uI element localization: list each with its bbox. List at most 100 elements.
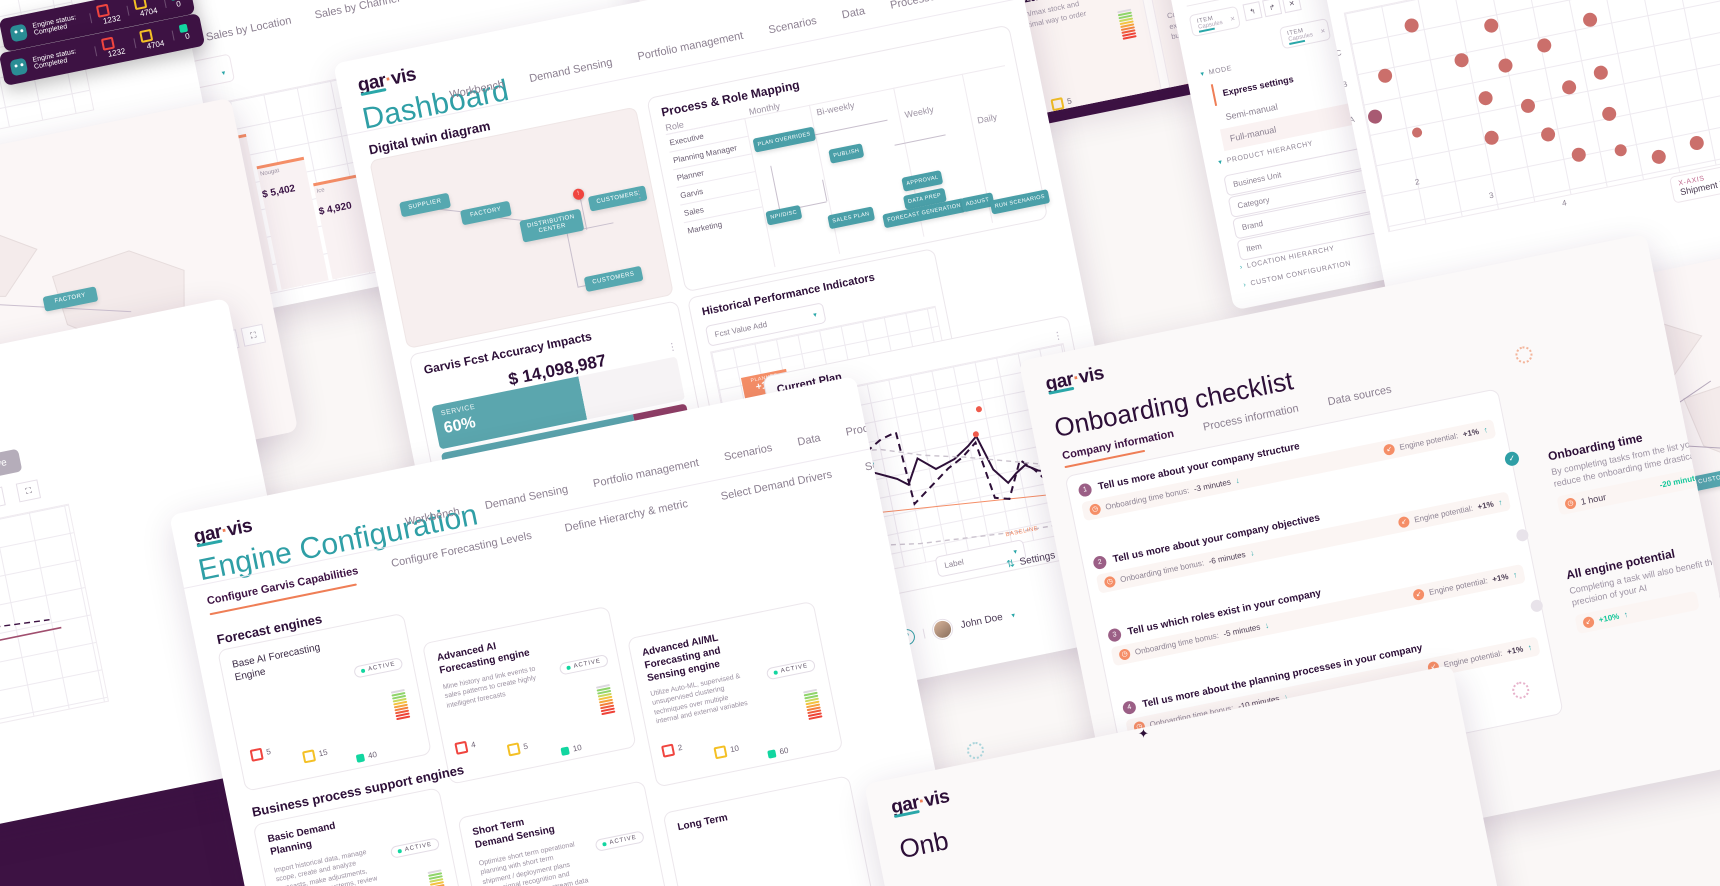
nav-processes[interactable]: Processes	[889, 0, 942, 12]
cadence-biweekly: Bi-weekly	[815, 100, 856, 118]
card-title: Long Term	[676, 812, 729, 834]
tab-sales-by-channel[interactable]: Sales by Channel	[313, 0, 401, 22]
tab-data-sources[interactable]: Data sources	[1326, 383, 1393, 409]
user-name: John Doe	[959, 611, 1004, 632]
arrow-up-icon: ↑	[1512, 570, 1519, 580]
kebab-menu-icon[interactable]: ⋮	[1052, 330, 1065, 343]
clock-icon: ◷	[1103, 575, 1117, 589]
red-square-icon	[454, 740, 469, 755]
step-number: 2	[1092, 554, 1108, 571]
check-icon: ✓	[1503, 450, 1521, 468]
nav-demand-sensing[interactable]: Demand Sensing	[483, 483, 570, 513]
task-npi-disc[interactable]: NPI/DISC	[765, 204, 803, 226]
status-badge: ACTIVE	[558, 653, 610, 676]
task-sales-plan[interactable]: SALES PLAN	[827, 206, 875, 230]
tab-define-hierarchy[interactable]: Define Hierarchy & metric	[563, 497, 689, 535]
garvis-logo[interactable]: gar·vis	[889, 785, 952, 819]
green-square-icon	[767, 749, 777, 759]
health-ladder-icon	[595, 683, 616, 716]
node-distribution-center[interactable]: DISTRIBUTION CENTER	[519, 208, 585, 243]
yellow-square-icon	[1050, 96, 1065, 112]
sliders-icon: ⇅	[1005, 558, 1016, 571]
health-ladder-icon	[427, 869, 447, 886]
status-badge: ACTIVE	[594, 830, 645, 852]
close-icon[interactable]: ✕	[1320, 28, 1327, 36]
redo-icon[interactable]: ↱	[1262, 0, 1283, 18]
status-dot	[1529, 598, 1544, 613]
arrow-up-icon: ↑	[1527, 642, 1533, 653]
alert-badge-icon[interactable]: !	[572, 187, 586, 201]
chevron-down-icon[interactable]: ▾	[221, 69, 226, 77]
step-number: 3	[1106, 627, 1123, 643]
step-number: 4	[1121, 699, 1138, 716]
red-square-icon	[249, 747, 264, 762]
avatar	[931, 618, 954, 641]
nav-scenarios[interactable]: Scenarios	[723, 441, 774, 464]
panel-engine-configuration: gar·vis Engine Configuration Workbench D…	[169, 375, 967, 886]
search-icon: ⌕	[1183, 0, 1191, 1]
clear-icon[interactable]: ✕	[1281, 0, 1302, 14]
decorative-ring-icon	[967, 742, 984, 759]
clock-icon: ◷	[1118, 647, 1132, 661]
tab-select-drivers[interactable]: Select Demand Drivers	[719, 468, 834, 503]
forecastability-points	[1368, 12, 1704, 164]
task-run-scenarios[interactable]: RUN SCENARIOS	[989, 189, 1051, 215]
nav-scenarios[interactable]: Scenarios	[767, 14, 818, 37]
xtick-4: 4	[1561, 198, 1568, 208]
chevron-right-icon: ›	[1242, 281, 1247, 289]
performance-series	[0, 619, 62, 643]
step-number: 1	[1077, 482, 1093, 498]
decorative-ring-icon	[1513, 344, 1534, 365]
kebab-menu-icon[interactable]: ⋮	[666, 341, 679, 354]
clock-icon: ◷	[1088, 502, 1102, 516]
mode-section-header[interactable]: ▾ MODE	[1199, 64, 1233, 79]
task-publish[interactable]: PUBLISH	[828, 143, 865, 164]
arrow-up-icon: ↑	[1623, 610, 1629, 620]
logo-underline	[893, 809, 920, 819]
status-badge: ACTIVE	[353, 657, 404, 679]
green-square-icon	[355, 753, 366, 763]
garvis-logo[interactable]: gar·vis	[191, 515, 254, 548]
engine-potential-icon: ↙	[1582, 616, 1596, 630]
filter-chip-item-2[interactable]: ITEM Capsules ✕	[1278, 17, 1332, 50]
green-square-icon	[560, 746, 570, 756]
cadence-monthly: Monthly	[748, 100, 781, 117]
nav-data[interactable]: Data	[840, 5, 867, 22]
nav-demand-sensing[interactable]: Demand Sensing	[528, 56, 614, 86]
logo-underline	[1048, 386, 1075, 395]
node-customers-b[interactable]: CUSTOMERS	[583, 265, 644, 292]
chevron-right-icon: ›	[1239, 263, 1243, 272]
nav-data[interactable]: Data	[796, 432, 822, 449]
task-plan-overrides[interactable]: PLAN OVERRIDES	[752, 126, 816, 153]
engine-card-advanced-ai[interactable]: Advanced AI Forecasting engine Mine hist…	[421, 605, 637, 785]
arrow-down-icon: ↓	[1264, 620, 1270, 631]
node-factory[interactable]: FACTORY	[459, 200, 512, 226]
garvis-logo[interactable]: gar·vis	[1043, 362, 1106, 396]
close-icon[interactable]: ✕	[1229, 16, 1236, 24]
status-dot	[1515, 528, 1530, 543]
engine-card-advanced-aiml[interactable]: Advanced AI/ML Forecasting and Sensing e…	[626, 600, 844, 788]
garvis-logo[interactable]: gar·vis	[355, 63, 418, 97]
seg-month-button[interactable]: M	[0, 486, 6, 510]
health-ladder-icon	[1117, 8, 1137, 40]
filter-chip-item-1[interactable]: ITEM Capsules ✕	[1188, 5, 1242, 38]
yellow-square-icon	[506, 742, 521, 757]
save-button[interactable]: ▣ Save	[0, 448, 23, 485]
engine-card-long-term[interactable]: Long Term	[662, 775, 879, 886]
engine-card-short-term-sensing[interactable]: Short Term Demand Sensing Optimize short…	[457, 780, 674, 886]
chevron-down-icon[interactable]: ▾	[1010, 611, 1016, 620]
tab-sales-by-location[interactable]: Sales by Location	[205, 14, 293, 44]
page-title-secondary: Onb	[896, 825, 951, 865]
kebab-menu-icon[interactable]: ⋮	[633, 188, 646, 202]
robot-icon	[9, 57, 29, 76]
yellow-square-icon	[713, 744, 728, 760]
undo-icon[interactable]: ↰	[1242, 1, 1263, 22]
expand-icon[interactable]: ⛶	[15, 479, 42, 503]
yellow-square-icon	[301, 749, 317, 764]
health-ladder-icon	[803, 688, 823, 720]
engine-status-text: Engine status: Completed	[32, 47, 77, 71]
node-supplier[interactable]: SUPPLIER	[399, 192, 452, 218]
card-all-engine-potential: All engine potential Completing a task w…	[1565, 533, 1720, 635]
status-badge: ACTIVE	[766, 658, 817, 681]
